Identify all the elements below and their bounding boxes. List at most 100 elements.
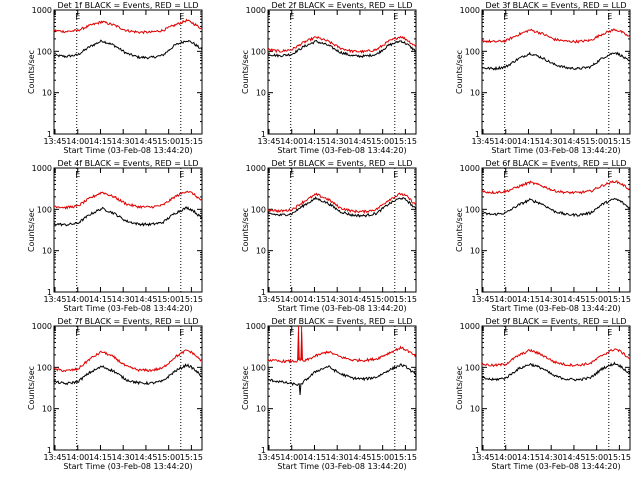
panel-title: Det 5f BLACK = Events, RED = LLD bbox=[271, 159, 412, 168]
series-lld bbox=[267, 192, 417, 215]
panel-title: Det 4f BLACK = Events, RED = LLD bbox=[57, 159, 198, 168]
event-marker-label: E bbox=[393, 12, 398, 21]
event-marker-label: E bbox=[503, 12, 508, 21]
x-tick-label: 14:45 bbox=[562, 137, 585, 146]
y-tick-label: 10 bbox=[42, 247, 52, 256]
panel-title: Det 2f BLACK = Events, RED = LLD bbox=[271, 1, 412, 10]
x-tick-label: 14:15 bbox=[303, 295, 326, 304]
x-tick-label: 14:30 bbox=[326, 295, 349, 304]
panel-title: Det 1f BLACK = Events, RED = LLD bbox=[57, 1, 198, 10]
x-tick-label: 14:30 bbox=[112, 453, 135, 462]
event-marker-label: E bbox=[607, 12, 612, 21]
y-tick-label: 1 bbox=[261, 130, 266, 139]
y-tick-label: 1 bbox=[47, 446, 52, 455]
series-lld bbox=[54, 349, 203, 373]
x-tick-label: 14:45 bbox=[134, 295, 157, 304]
y-tick-label: 10 bbox=[256, 405, 266, 414]
series-events bbox=[53, 39, 203, 60]
x-tick-label: 14:00 bbox=[280, 295, 303, 304]
x-tick-label: 14:45 bbox=[348, 137, 371, 146]
plot-frame bbox=[481, 167, 631, 293]
y-axis-label: Counts/sec bbox=[455, 50, 464, 94]
x-tick-label: 14:15 bbox=[303, 453, 326, 462]
x-tick-label: 14:15 bbox=[517, 295, 540, 304]
y-tick-label: 100 bbox=[37, 205, 52, 214]
series-lld bbox=[481, 180, 630, 195]
x-tick-label: 14:30 bbox=[540, 137, 563, 146]
y-tick-label: 1000 bbox=[32, 322, 52, 331]
panel-title: Det 6f BLACK = Events, RED = LLD bbox=[485, 159, 626, 168]
series-events bbox=[481, 197, 631, 218]
x-tick-label: 15:15 bbox=[180, 137, 203, 146]
x-tick-label: 13:45 bbox=[43, 453, 66, 462]
x-tick-label: 14:00 bbox=[66, 453, 89, 462]
series-lld bbox=[267, 35, 417, 54]
y-axis-label: Counts/sec bbox=[27, 50, 36, 94]
event-marker-label: E bbox=[289, 328, 294, 337]
y-tick-label: 10 bbox=[470, 405, 480, 414]
y-tick-label: 10 bbox=[470, 247, 480, 256]
y-axis-label: Counts/sec bbox=[241, 50, 250, 94]
event-marker-label: E bbox=[179, 12, 184, 21]
event-marker-label: E bbox=[179, 328, 184, 337]
panel-title: Det 3f BLACK = Events, RED = LLD bbox=[485, 1, 626, 10]
series-lld bbox=[267, 331, 417, 364]
x-tick-label: 14:15 bbox=[303, 137, 326, 146]
event-marker-label: E bbox=[503, 170, 508, 179]
y-axis-label: Counts/sec bbox=[241, 366, 250, 410]
event-marker-label: E bbox=[75, 170, 80, 179]
x-axis-label: Start Time (03-Feb-08 13:44:20) bbox=[63, 462, 192, 471]
y-tick-label: 100 bbox=[37, 363, 52, 372]
y-tick-label: 1 bbox=[475, 288, 480, 297]
y-tick-label: 1000 bbox=[246, 6, 266, 15]
panel-8: Det 8f BLACK = Events, RED = LLD 1 10 100 10… bbox=[241, 317, 417, 471]
series-events bbox=[267, 39, 417, 59]
x-axis-label: Start Time (03-Feb-08 13:44:20) bbox=[491, 146, 620, 155]
series-events bbox=[53, 206, 203, 227]
y-tick-label: 1 bbox=[47, 288, 52, 297]
panel-7: Det 7f BLACK = Events, RED = LLD 1 10 100 10… bbox=[27, 317, 203, 471]
x-tick-label: 14:15 bbox=[89, 137, 112, 146]
y-tick-label: 1000 bbox=[460, 164, 480, 173]
x-axis-label: Start Time (03-Feb-08 13:44:20) bbox=[63, 304, 192, 313]
y-axis-label: Counts/sec bbox=[27, 208, 36, 252]
x-axis-label: Start Time (03-Feb-08 13:44:20) bbox=[277, 146, 406, 155]
x-tick-label: 14:15 bbox=[89, 295, 112, 304]
x-tick-label: 14:45 bbox=[348, 295, 371, 304]
x-tick-label: 14:00 bbox=[494, 295, 517, 304]
x-tick-label: 15:00 bbox=[585, 295, 608, 304]
x-tick-label: 13:45 bbox=[471, 453, 494, 462]
event-marker-label: E bbox=[393, 170, 398, 179]
series-events bbox=[481, 51, 631, 71]
series-events bbox=[267, 363, 417, 396]
plot-frame bbox=[481, 9, 631, 135]
y-tick-label: 1 bbox=[47, 130, 52, 139]
x-tick-label: 15:15 bbox=[394, 295, 417, 304]
x-tick-label: 15:00 bbox=[371, 137, 394, 146]
series-events bbox=[53, 363, 202, 386]
x-tick-label: 14:45 bbox=[562, 295, 585, 304]
y-tick-label: 100 bbox=[251, 363, 266, 372]
event-marker-label: E bbox=[75, 12, 80, 21]
x-tick-label: 14:30 bbox=[540, 295, 563, 304]
series-events bbox=[267, 196, 417, 218]
x-tick-label: 13:45 bbox=[257, 453, 280, 462]
event-marker-label: E bbox=[393, 328, 398, 337]
y-axis-label: Counts/sec bbox=[455, 208, 464, 252]
x-tick-label: 15:15 bbox=[394, 137, 417, 146]
x-axis-label: Start Time (03-Feb-08 13:44:20) bbox=[63, 146, 192, 155]
x-tick-label: 15:15 bbox=[180, 453, 203, 462]
panel-title: Det 9f BLACK = Events, RED = LLD bbox=[485, 317, 626, 326]
y-tick-label: 1 bbox=[261, 446, 266, 455]
x-tick-label: 13:45 bbox=[43, 295, 66, 304]
x-tick-label: 14:45 bbox=[562, 453, 585, 462]
plot-frame bbox=[481, 325, 631, 451]
x-tick-label: 15:00 bbox=[371, 453, 394, 462]
y-tick-label: 1000 bbox=[32, 6, 52, 15]
plot-frame bbox=[267, 167, 417, 293]
x-tick-label: 13:45 bbox=[257, 295, 280, 304]
y-tick-label: 100 bbox=[465, 47, 480, 56]
y-tick-label: 100 bbox=[465, 205, 480, 214]
